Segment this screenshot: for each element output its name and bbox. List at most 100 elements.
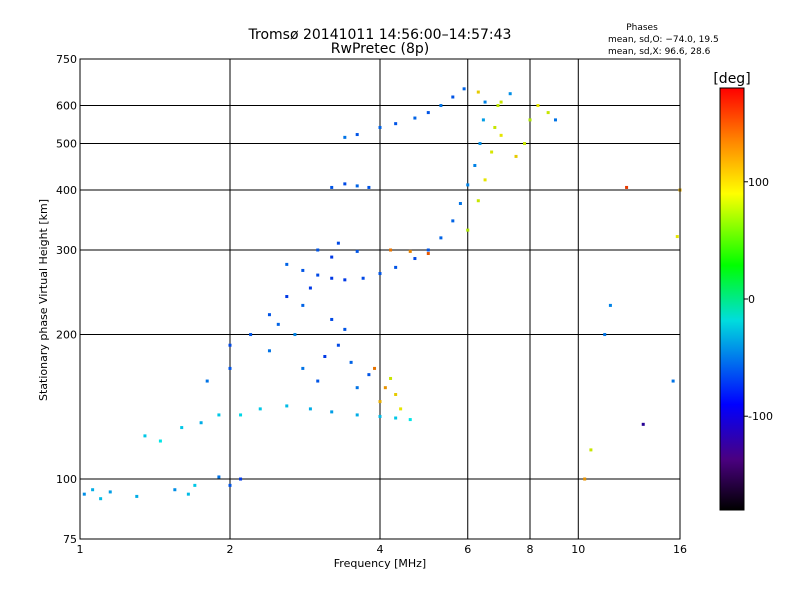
- data-point: [439, 236, 443, 240]
- data-point: [228, 483, 232, 487]
- data-point: [389, 248, 393, 252]
- data-point: [285, 404, 289, 408]
- data-point: [490, 150, 494, 154]
- data-point: [82, 492, 86, 496]
- data-point: [426, 111, 430, 115]
- data-point: [608, 303, 612, 307]
- chart-subtitle: RwPretec (8p): [331, 41, 429, 57]
- phases-heading: Phases: [626, 23, 658, 33]
- data-point: [276, 322, 280, 326]
- data-point: [483, 178, 487, 182]
- data-point: [553, 118, 557, 122]
- data-point: [158, 439, 162, 443]
- data-point: [378, 125, 382, 129]
- data-point: [355, 249, 359, 253]
- data-point: [316, 379, 320, 383]
- data-point: [394, 393, 398, 397]
- data-point: [173, 488, 177, 492]
- data-point: [99, 497, 103, 501]
- data-point: [361, 276, 365, 280]
- data-point: [336, 343, 340, 347]
- data-point: [355, 413, 359, 417]
- data-point: [458, 201, 462, 205]
- data-point: [546, 111, 550, 115]
- data-point: [239, 413, 243, 417]
- colorbar-ticks: 100 0 -100: [744, 176, 773, 423]
- chart-title: Tromsø 20141011 14:56:00–14:57:43: [248, 27, 512, 43]
- data-point: [625, 185, 629, 189]
- data-point: [589, 448, 593, 452]
- colorbar-tick-label: -100: [748, 410, 773, 423]
- data-point: [426, 248, 430, 252]
- data-point: [378, 400, 382, 404]
- data-point: [205, 379, 209, 383]
- data-point: [217, 475, 221, 479]
- data-point: [349, 360, 353, 364]
- y-tick-label: 750: [56, 53, 77, 66]
- y-tick-label: 300: [56, 244, 77, 257]
- data-point: [258, 407, 262, 411]
- data-point: [408, 418, 412, 422]
- plot-frame: [79, 58, 681, 540]
- data-point: [462, 87, 466, 91]
- phases-line-o: mean, sd,O: −74.0, 19.5: [608, 35, 719, 45]
- data-point: [330, 276, 334, 280]
- data-point: [508, 92, 512, 96]
- data-point: [528, 118, 532, 122]
- data-point: [499, 133, 503, 137]
- data-point: [451, 219, 455, 223]
- data-point: [476, 90, 480, 94]
- data-point: [496, 104, 500, 108]
- data-point: [483, 100, 487, 104]
- data-point: [373, 366, 377, 370]
- data-point: [367, 373, 371, 377]
- data-point: [394, 416, 398, 420]
- data-point: [343, 327, 347, 331]
- data-point: [308, 407, 312, 411]
- x-tick-label: 10: [571, 543, 585, 556]
- data-point: [239, 477, 243, 481]
- data-point: [367, 185, 371, 189]
- data-point: [603, 333, 607, 337]
- data-point: [499, 100, 503, 104]
- y-axis-label: Stationary phase Virtual Height [km]: [37, 199, 50, 401]
- data-point: [451, 95, 455, 99]
- data-point: [413, 116, 417, 120]
- data-point: [316, 248, 320, 252]
- data-point: [355, 133, 359, 137]
- data-point: [330, 255, 334, 259]
- data-point: [355, 386, 359, 390]
- data-point: [355, 184, 359, 188]
- data-point: [343, 278, 347, 282]
- data-point: [293, 333, 297, 337]
- data-point: [466, 228, 470, 232]
- y-tick-label: 200: [56, 329, 77, 342]
- data-point: [91, 488, 95, 492]
- data-point: [378, 272, 382, 276]
- data-point: [108, 490, 112, 494]
- y-tick-label: 400: [56, 184, 77, 197]
- data-point: [228, 366, 232, 370]
- data-point: [143, 434, 147, 438]
- y-tick-label: 75: [63, 533, 77, 546]
- x-tick-label: 16: [673, 543, 687, 556]
- data-points: [82, 87, 682, 501]
- colorbar-label: [deg]: [713, 71, 750, 87]
- data-point: [671, 379, 675, 383]
- data-point: [389, 376, 393, 380]
- data-point: [343, 135, 347, 139]
- data-point: [439, 104, 443, 108]
- data-point: [193, 483, 197, 487]
- data-point: [249, 333, 253, 337]
- x-tick-label: 8: [527, 543, 534, 556]
- colorbar: [719, 87, 745, 511]
- x-tick-label: 4: [377, 543, 384, 556]
- data-point: [523, 142, 527, 146]
- data-point: [394, 265, 398, 269]
- colorbar-tick-label: 100: [748, 176, 769, 189]
- data-point: [493, 125, 497, 129]
- data-point: [478, 142, 482, 146]
- data-point: [426, 252, 430, 256]
- data-point: [135, 494, 139, 498]
- data-point: [180, 426, 184, 430]
